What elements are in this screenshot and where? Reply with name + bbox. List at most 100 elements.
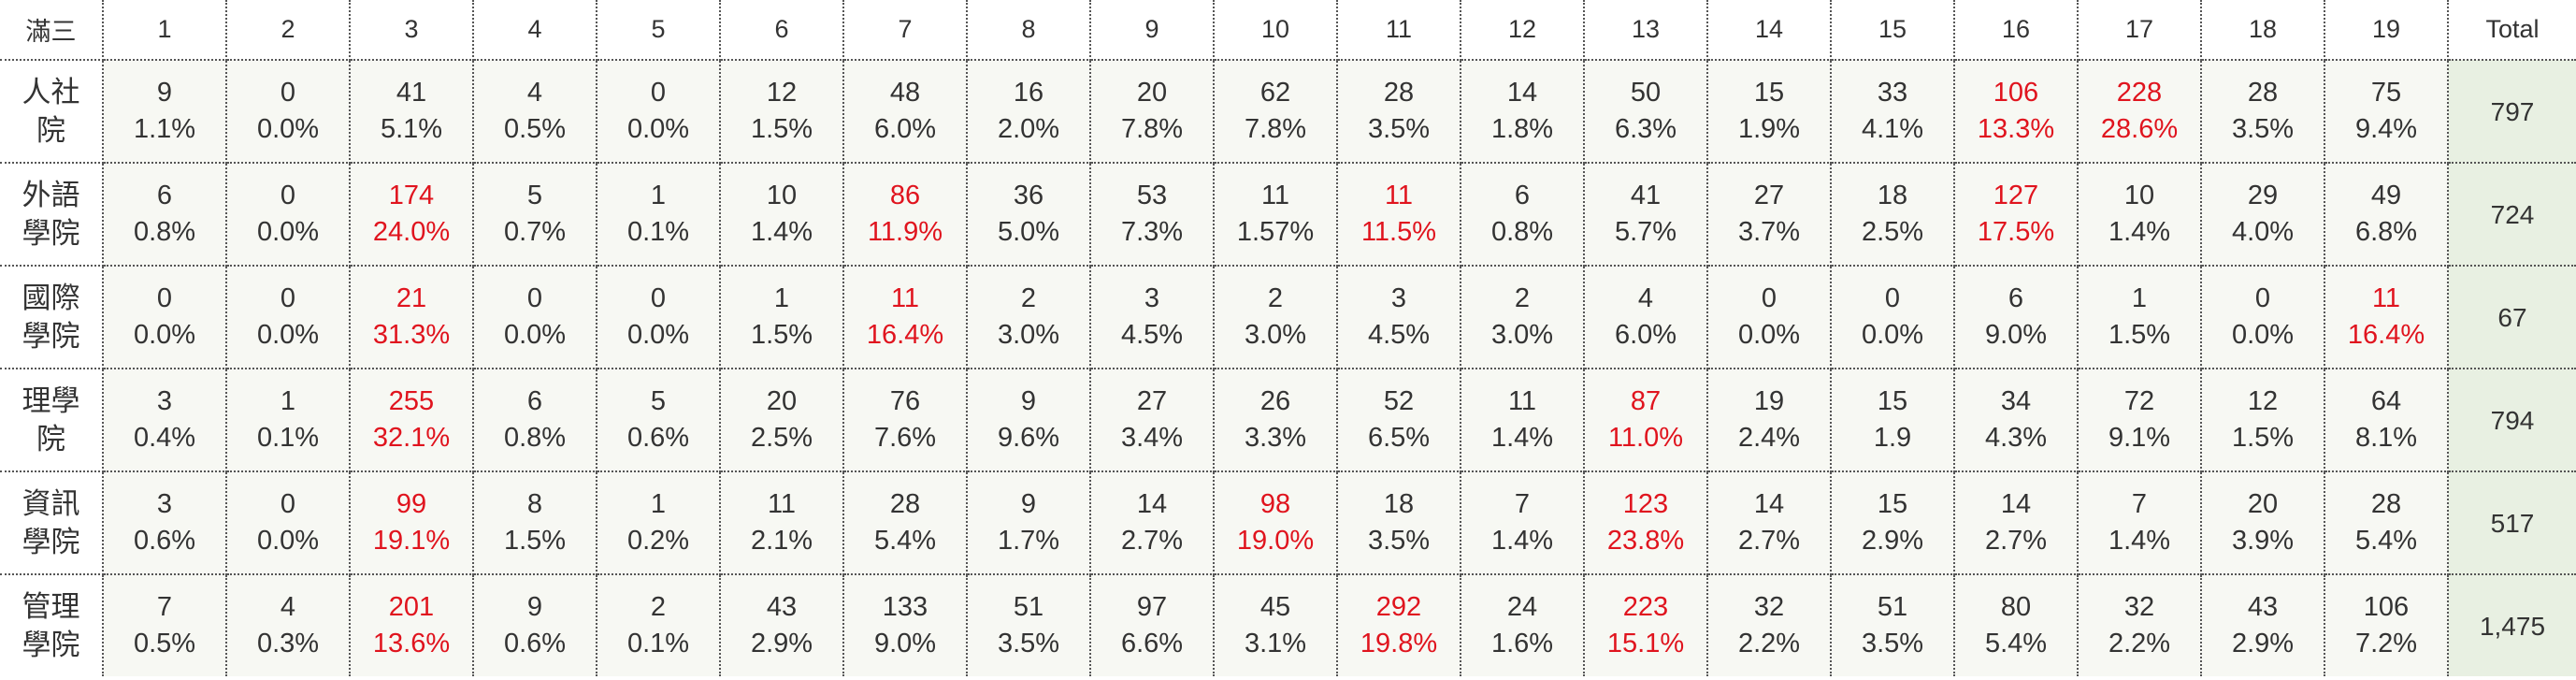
cell-count: 32 — [1753, 592, 1785, 622]
cell-percent: 28.6% — [2100, 114, 2179, 144]
cell-percent: 0.4% — [133, 423, 196, 453]
cell-count: 7 — [1514, 489, 1531, 519]
data-cell: 11 11.5% — [1337, 163, 1461, 267]
cell-percent: 1.4% — [1490, 423, 1554, 453]
table-row: 管理 學院 7 0.5% 4 0.3% 201 13.6% 9 0.6% 2 0.1% 43 2.9% 1… — [0, 574, 2576, 676]
cell-count: 29 — [2247, 181, 2279, 210]
cell-count: 15 — [1877, 386, 1908, 416]
cell-percent: 2.7% — [1120, 526, 1184, 556]
cell-count: 48 — [889, 78, 921, 108]
data-cell: 11 2.1% — [720, 471, 844, 575]
cell-percent: 4.5% — [1120, 320, 1184, 350]
data-cell: 10 1.4% — [2078, 163, 2202, 267]
cell-percent: 6.0% — [873, 114, 937, 144]
data-cell: 228 28.6% — [2078, 60, 2202, 164]
cell-percent: 3.0% — [1490, 320, 1554, 350]
cell-percent: 3.4% — [1120, 423, 1184, 453]
row-label: 人社 院 — [0, 60, 104, 164]
data-cell: 3 4.5% — [1090, 266, 1215, 369]
corner-header: 滿三 — [0, 0, 104, 61]
table-row: 國際 學院 0 0.0% 0 0.0% 21 31.3% 0 0.0% 0 0.0% 1 1.5% 11 1… — [0, 266, 2576, 369]
cell-count: 9 — [526, 592, 543, 622]
data-cell: 26 3.3% — [1214, 369, 1338, 472]
cell-percent: 7.8% — [1244, 114, 1307, 144]
data-cell: 8 1.5% — [473, 471, 597, 575]
column-header: 2 — [226, 0, 351, 61]
cell-count: 19 — [1753, 386, 1785, 416]
data-cell: 1 0.1% — [226, 369, 351, 472]
cell-count: 5 — [526, 181, 543, 210]
cell-count: 4 — [526, 78, 543, 108]
data-cell: 41 5.7% — [1584, 163, 1708, 267]
cell-count: 53 — [1136, 181, 1168, 210]
row-total: 797 — [2448, 60, 2576, 164]
cell-count: 15 — [1753, 78, 1785, 108]
row-total: 1,475 — [2448, 574, 2576, 676]
data-cell: 11 1.4% — [1461, 369, 1585, 472]
cell-count: 7 — [2131, 489, 2148, 519]
cell-percent: 2.9% — [750, 629, 813, 658]
cell-percent: 2.5% — [1861, 217, 1924, 247]
cell-count: 1 — [773, 283, 790, 313]
row-total: 67 — [2448, 266, 2576, 369]
cell-count: 20 — [2247, 489, 2279, 519]
cell-percent: 1.4% — [1490, 526, 1554, 556]
cell-percent: 0.8% — [1490, 217, 1554, 247]
data-cell: 3 0.4% — [103, 369, 227, 472]
data-cell: 2 3.0% — [967, 266, 1091, 369]
cell-percent: 9.4% — [2354, 114, 2418, 144]
data-cell: 24 1.6% — [1461, 574, 1585, 676]
data-cell: 11 16.4% — [843, 266, 968, 369]
cell-count: 50 — [1630, 78, 1662, 108]
column-header: 17 — [2078, 0, 2202, 61]
cell-percent: 6.0% — [1614, 320, 1677, 350]
cell-percent: 4.0% — [2231, 217, 2295, 247]
column-header: 19 — [2324, 0, 2449, 61]
data-cell: 51 3.5% — [967, 574, 1091, 676]
table-body: 人社 院 9 1.1% 0 0.0% 41 5.1% 4 0.5% 0 0.0% 12 1.5% 48 6.… — [0, 60, 2576, 676]
cell-percent: 0.5% — [503, 114, 567, 144]
cell-count: 2 — [1267, 283, 1284, 313]
cell-count: 9 — [156, 78, 173, 108]
cell-percent: 17.5% — [1977, 217, 2055, 247]
data-cell: 0 0.0% — [2201, 266, 2325, 369]
data-cell: 1 0.1% — [597, 163, 721, 267]
cell-count: 87 — [1630, 386, 1662, 416]
cell-percent: 5.0% — [997, 217, 1060, 247]
cell-percent: 6.5% — [1367, 423, 1431, 453]
data-cell: 0 0.0% — [597, 266, 721, 369]
data-cell: 33 4.1% — [1831, 60, 1955, 164]
cell-percent: 0.0% — [256, 526, 320, 556]
cell-count: 3 — [156, 386, 173, 416]
data-cell: 28 5.4% — [843, 471, 968, 575]
data-cell: 14 2.7% — [1954, 471, 2079, 575]
column-header: 8 — [967, 0, 1091, 61]
cell-count: 0 — [156, 283, 173, 313]
data-cell: 21 31.3% — [350, 266, 474, 369]
cell-percent: 0.8% — [503, 423, 567, 453]
data-cell: 127 17.5% — [1954, 163, 2079, 267]
cell-count: 3 — [1390, 283, 1407, 313]
cell-count: 11 — [1260, 181, 1290, 210]
data-cell: 16 2.0% — [967, 60, 1091, 164]
cell-count: 0 — [280, 78, 296, 108]
cell-percent: 2.7% — [1984, 526, 2048, 556]
cell-percent: 8.1% — [2354, 423, 2418, 453]
data-cell: 53 7.3% — [1090, 163, 1215, 267]
cell-count: 0 — [1884, 283, 1901, 313]
column-header: 12 — [1461, 0, 1585, 61]
cell-percent: 0.6% — [503, 629, 567, 658]
data-cell: 12 1.5% — [2201, 369, 2325, 472]
cell-percent: 1.1% — [133, 114, 196, 144]
cell-count: 24 — [1506, 592, 1538, 622]
data-cell: 52 6.5% — [1337, 369, 1461, 472]
cell-percent: 0.7% — [503, 217, 567, 247]
cell-count: 201 — [388, 592, 435, 622]
column-header: 14 — [1707, 0, 1832, 61]
cell-count: 1 — [2131, 283, 2148, 313]
cell-percent: 24.0% — [372, 217, 451, 247]
cell-percent: 13.6% — [372, 629, 451, 658]
data-cell: 48 6.0% — [843, 60, 968, 164]
cell-count: 0 — [526, 283, 543, 313]
cell-count: 20 — [1136, 78, 1168, 108]
